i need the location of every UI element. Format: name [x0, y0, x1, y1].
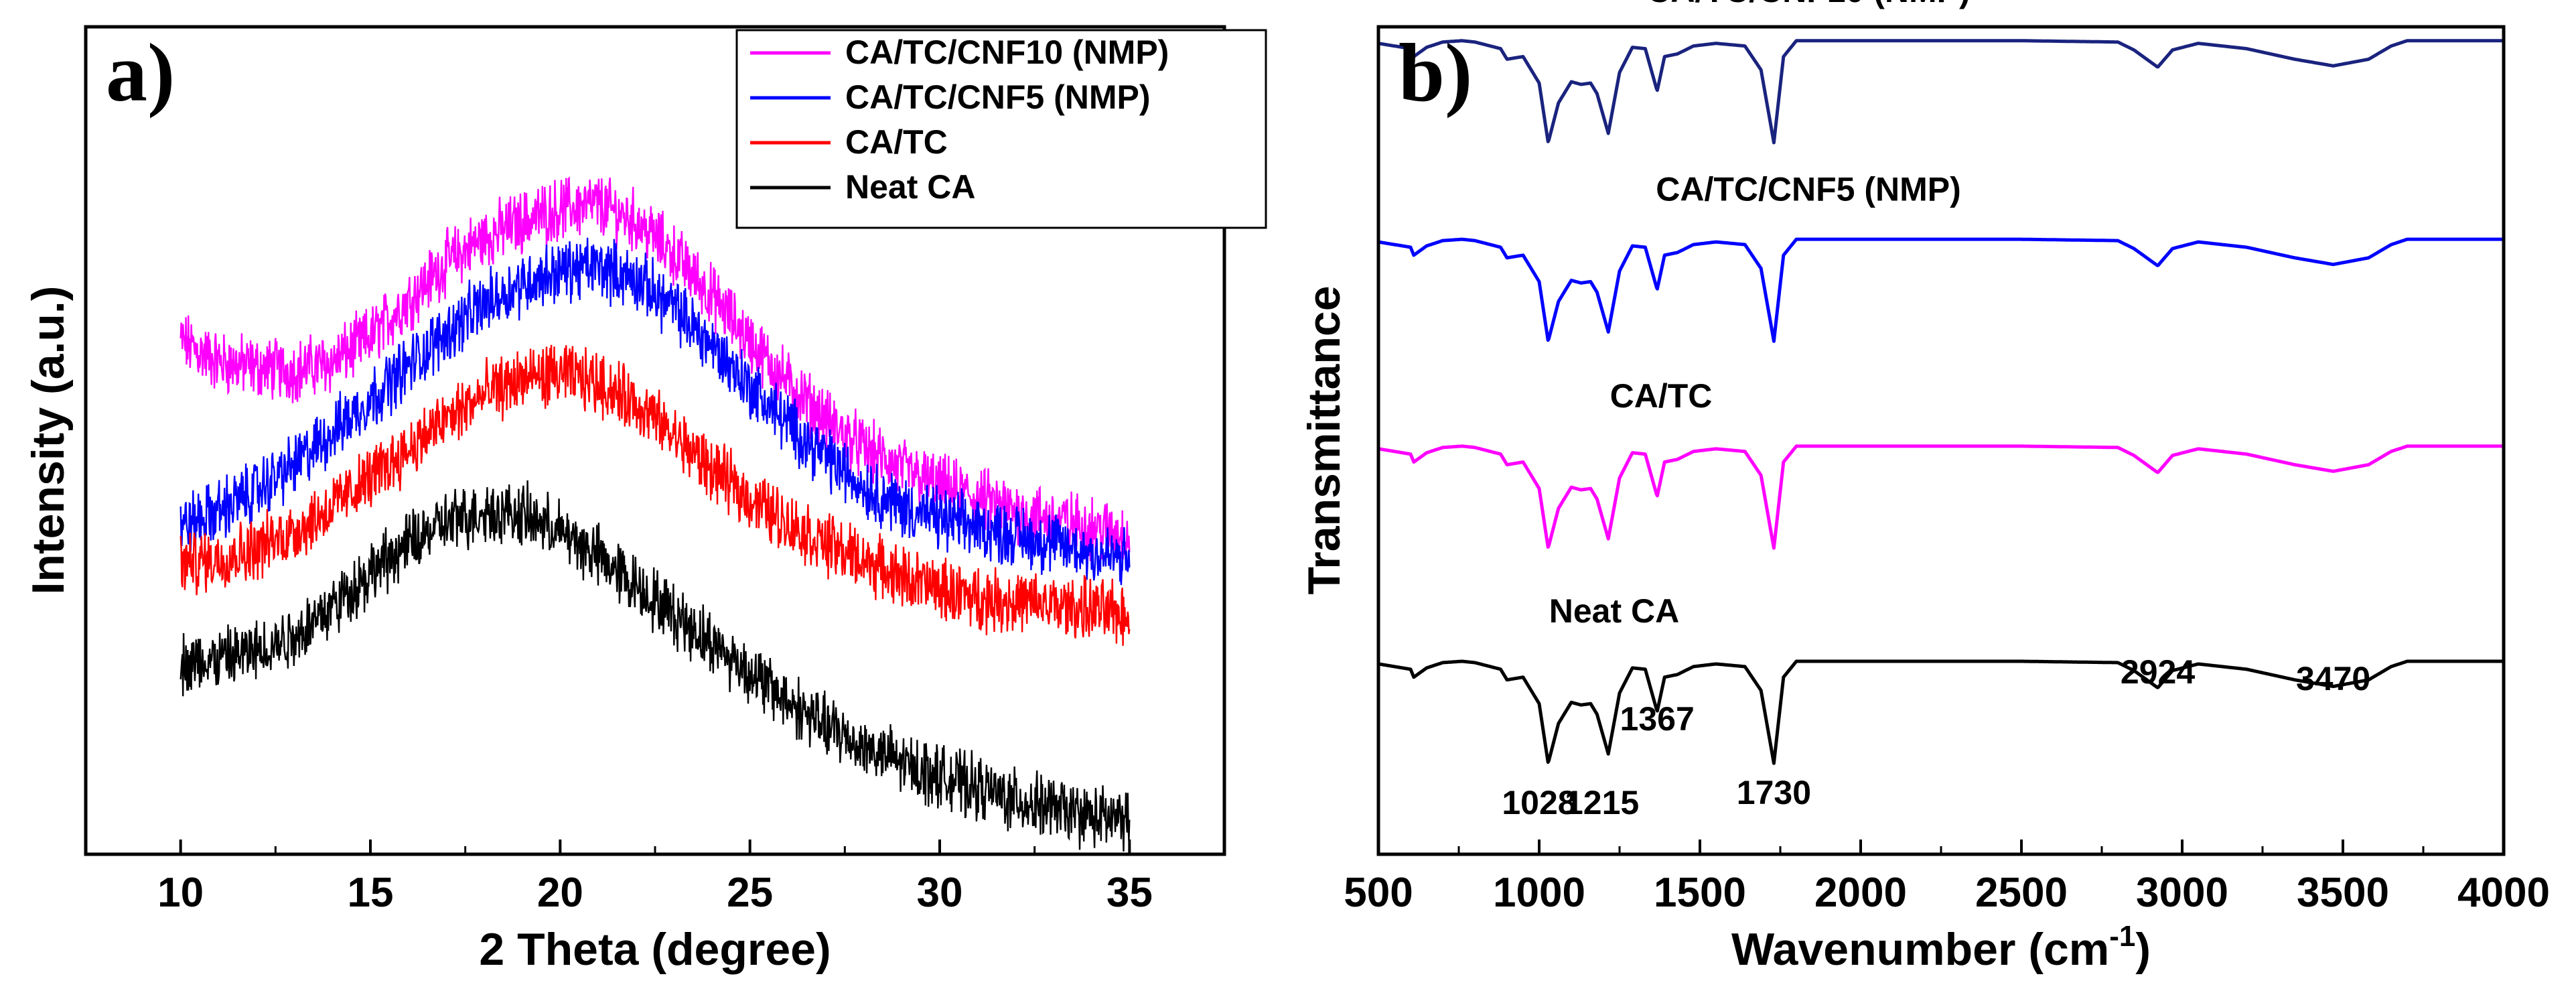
x-tick-label: 2000 — [1814, 870, 1907, 916]
panel-b-y-axis-title: Transmittance — [1299, 285, 1350, 594]
peak-label: 1028 — [1502, 784, 1576, 821]
panel-b-ftir: 500 1000 1500 2000 2500 3000 3500 4000 CA/TC/CN… — [1299, 0, 2550, 975]
panel-a-legend: CA/TC/CNF10 (NMP) CA/TC/CNF5 (NMP) CA/TC Ne… — [735, 29, 1267, 229]
xrd-series-group — [180, 176, 1131, 852]
xrd-line-0 — [180, 176, 1131, 561]
panel-a-x-axis-title: 2 Theta (degree) — [479, 924, 831, 975]
peak-label: 1730 — [1737, 774, 1811, 811]
xrd-line-3 — [180, 480, 1131, 852]
legend-entry: CA/TC — [845, 123, 948, 161]
x-tick-label: 30 — [917, 870, 963, 916]
panel-a-label: a) — [106, 27, 175, 119]
ftir-line-2 — [1377, 444, 2505, 550]
x-tick-label: 4000 — [2457, 870, 2550, 916]
panel-b-x-axis-title: Wavenumber (cm-1) — [1731, 920, 2151, 975]
legend-box — [735, 29, 1267, 229]
x-tick-label: 1000 — [1493, 870, 1585, 916]
x-tick-label: 500 — [1344, 870, 1413, 916]
panel-b-x-ticks: 500 1000 1500 2000 2500 3000 3500 4000 — [1344, 840, 2550, 916]
ftir-line-1 — [1377, 237, 2505, 343]
ftir-line-0 — [1377, 39, 2505, 145]
series-label: CA/TC/CNF5 (NMP) — [1656, 170, 1961, 208]
legend-entry: CA/TC/CNF10 (NMP) — [845, 34, 1169, 71]
x-title-main: Wavenumber (cm — [1731, 924, 2109, 975]
panel-b-series-labels: CA/TC/CNF10 (NMP) CA/TC/CNF5 (NMP) CA/TC Ne… — [1549, 0, 1971, 630]
x-tick-label: 35 — [1106, 870, 1153, 916]
panel-b-label: b) — [1399, 27, 1472, 119]
x-title-end: ) — [2135, 924, 2151, 975]
panel-a-x-ticks: 10 15 20 25 30 35 — [84, 840, 1226, 916]
series-label: CA/TC — [1610, 377, 1713, 415]
x-tick-label: 3500 — [2297, 870, 2389, 916]
x-tick-label: 3000 — [2136, 870, 2228, 916]
panel-a-y-axis-title: Intensity (a.u.) — [23, 286, 74, 595]
x-tick-label: 25 — [727, 870, 773, 916]
peak-label: 1215 — [1565, 784, 1639, 821]
x-tick-label: 10 — [157, 870, 204, 916]
legend-entry: Neat CA — [845, 168, 975, 206]
peak-label: 2924 — [2121, 653, 2195, 691]
xrd-line-1 — [180, 237, 1131, 586]
x-tick-label: 20 — [537, 870, 583, 916]
x-tick-label: 1500 — [1654, 870, 1746, 916]
x-tick-label: 2500 — [1975, 870, 2068, 916]
legend-entry: CA/TC/CNF5 (NMP) — [845, 78, 1151, 116]
ftir-line-3 — [1377, 659, 2505, 765]
xrd-line-2 — [180, 344, 1131, 646]
x-tick-label: 15 — [348, 870, 394, 916]
peak-label: 1367 — [1620, 700, 1695, 738]
series-label: Neat CA — [1549, 592, 1679, 630]
panel-a-xrd: 10 15 20 25 30 35 a) 2 Theta (degree) Intensi… — [23, 25, 1267, 975]
peak-label: 3470 — [2296, 660, 2370, 697]
x-title-superscript: -1 — [2109, 920, 2135, 953]
ftir-series-group — [1377, 39, 2505, 765]
panel-b-frame — [1376, 25, 2506, 856]
series-label: CA/TC/CNF10 (NMP) — [1646, 0, 1970, 9]
